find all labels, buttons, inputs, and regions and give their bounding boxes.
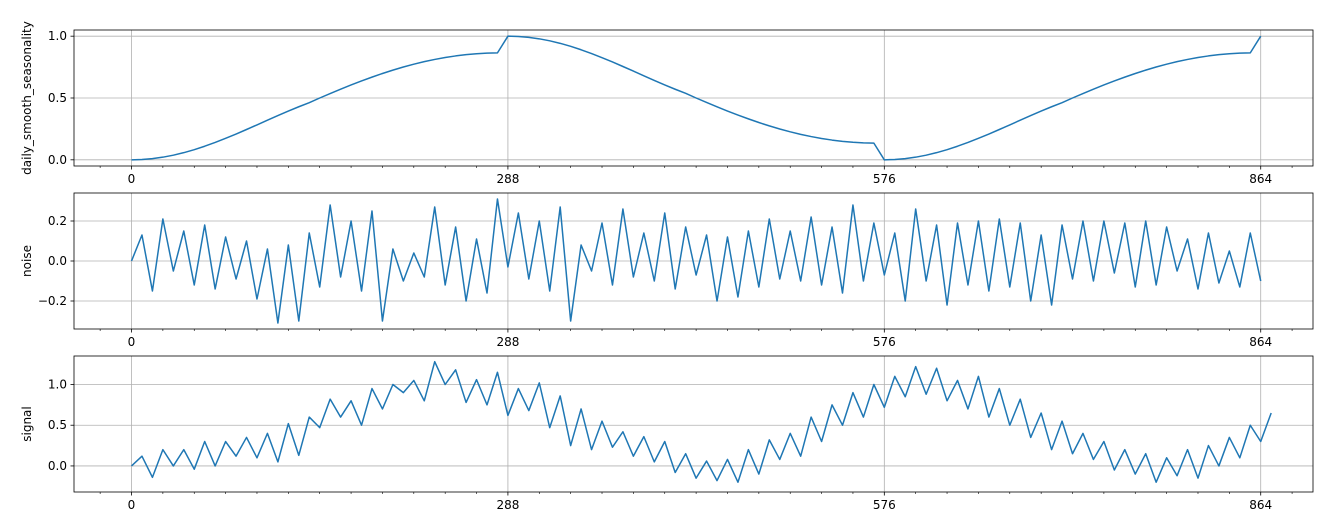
y-tick-label: −0.2 (38, 294, 67, 308)
y-tick-label: 1.0 (48, 29, 67, 43)
y-tick-label: 0.5 (48, 418, 67, 432)
series-line (131, 35, 1262, 161)
series-line (130, 198, 1262, 324)
subplot-signal: 0 288 576 864 0.0 0.5 1.0 signal (20, 355, 1314, 512)
x-tick-label: 0 (128, 335, 136, 349)
y-tick-label: 0.0 (48, 254, 67, 268)
x-tick-label: 288 (496, 172, 519, 186)
x-tick-label: 288 (496, 335, 519, 349)
x-tick-label: 864 (1249, 498, 1272, 512)
y-tick-label: 0.0 (48, 459, 67, 473)
y-tick-label: 1.0 (48, 378, 67, 392)
x-tick-label: 0 (128, 172, 136, 186)
series-line (130, 360, 1272, 483)
y-tick-label: 0.5 (48, 91, 67, 105)
x-tick-label: 576 (873, 335, 896, 349)
y-tick-label: 0.0 (48, 153, 67, 167)
x-tick-label: 288 (496, 498, 519, 512)
subplot-daily-smooth-seasonality: 0 288 576 864 0.0 0.5 1.0 daily_smooth_seasonal… (20, 21, 1314, 186)
subplot-noise: 0 288 576 864 −0.2 0.0 0.2 noise (20, 192, 1314, 349)
y-axis-label: daily_smooth_seasonality (20, 21, 34, 175)
x-tick-label: 576 (873, 498, 896, 512)
axes-frame (73, 355, 1314, 493)
x-tick-label: 0 (128, 498, 136, 512)
x-tick-label: 576 (873, 172, 896, 186)
y-tick-label: 0.2 (48, 214, 67, 228)
y-axis-label: signal (20, 406, 34, 442)
x-tick-label: 864 (1249, 335, 1272, 349)
x-tick-label: 864 (1249, 172, 1272, 186)
y-axis-label: noise (20, 245, 34, 277)
